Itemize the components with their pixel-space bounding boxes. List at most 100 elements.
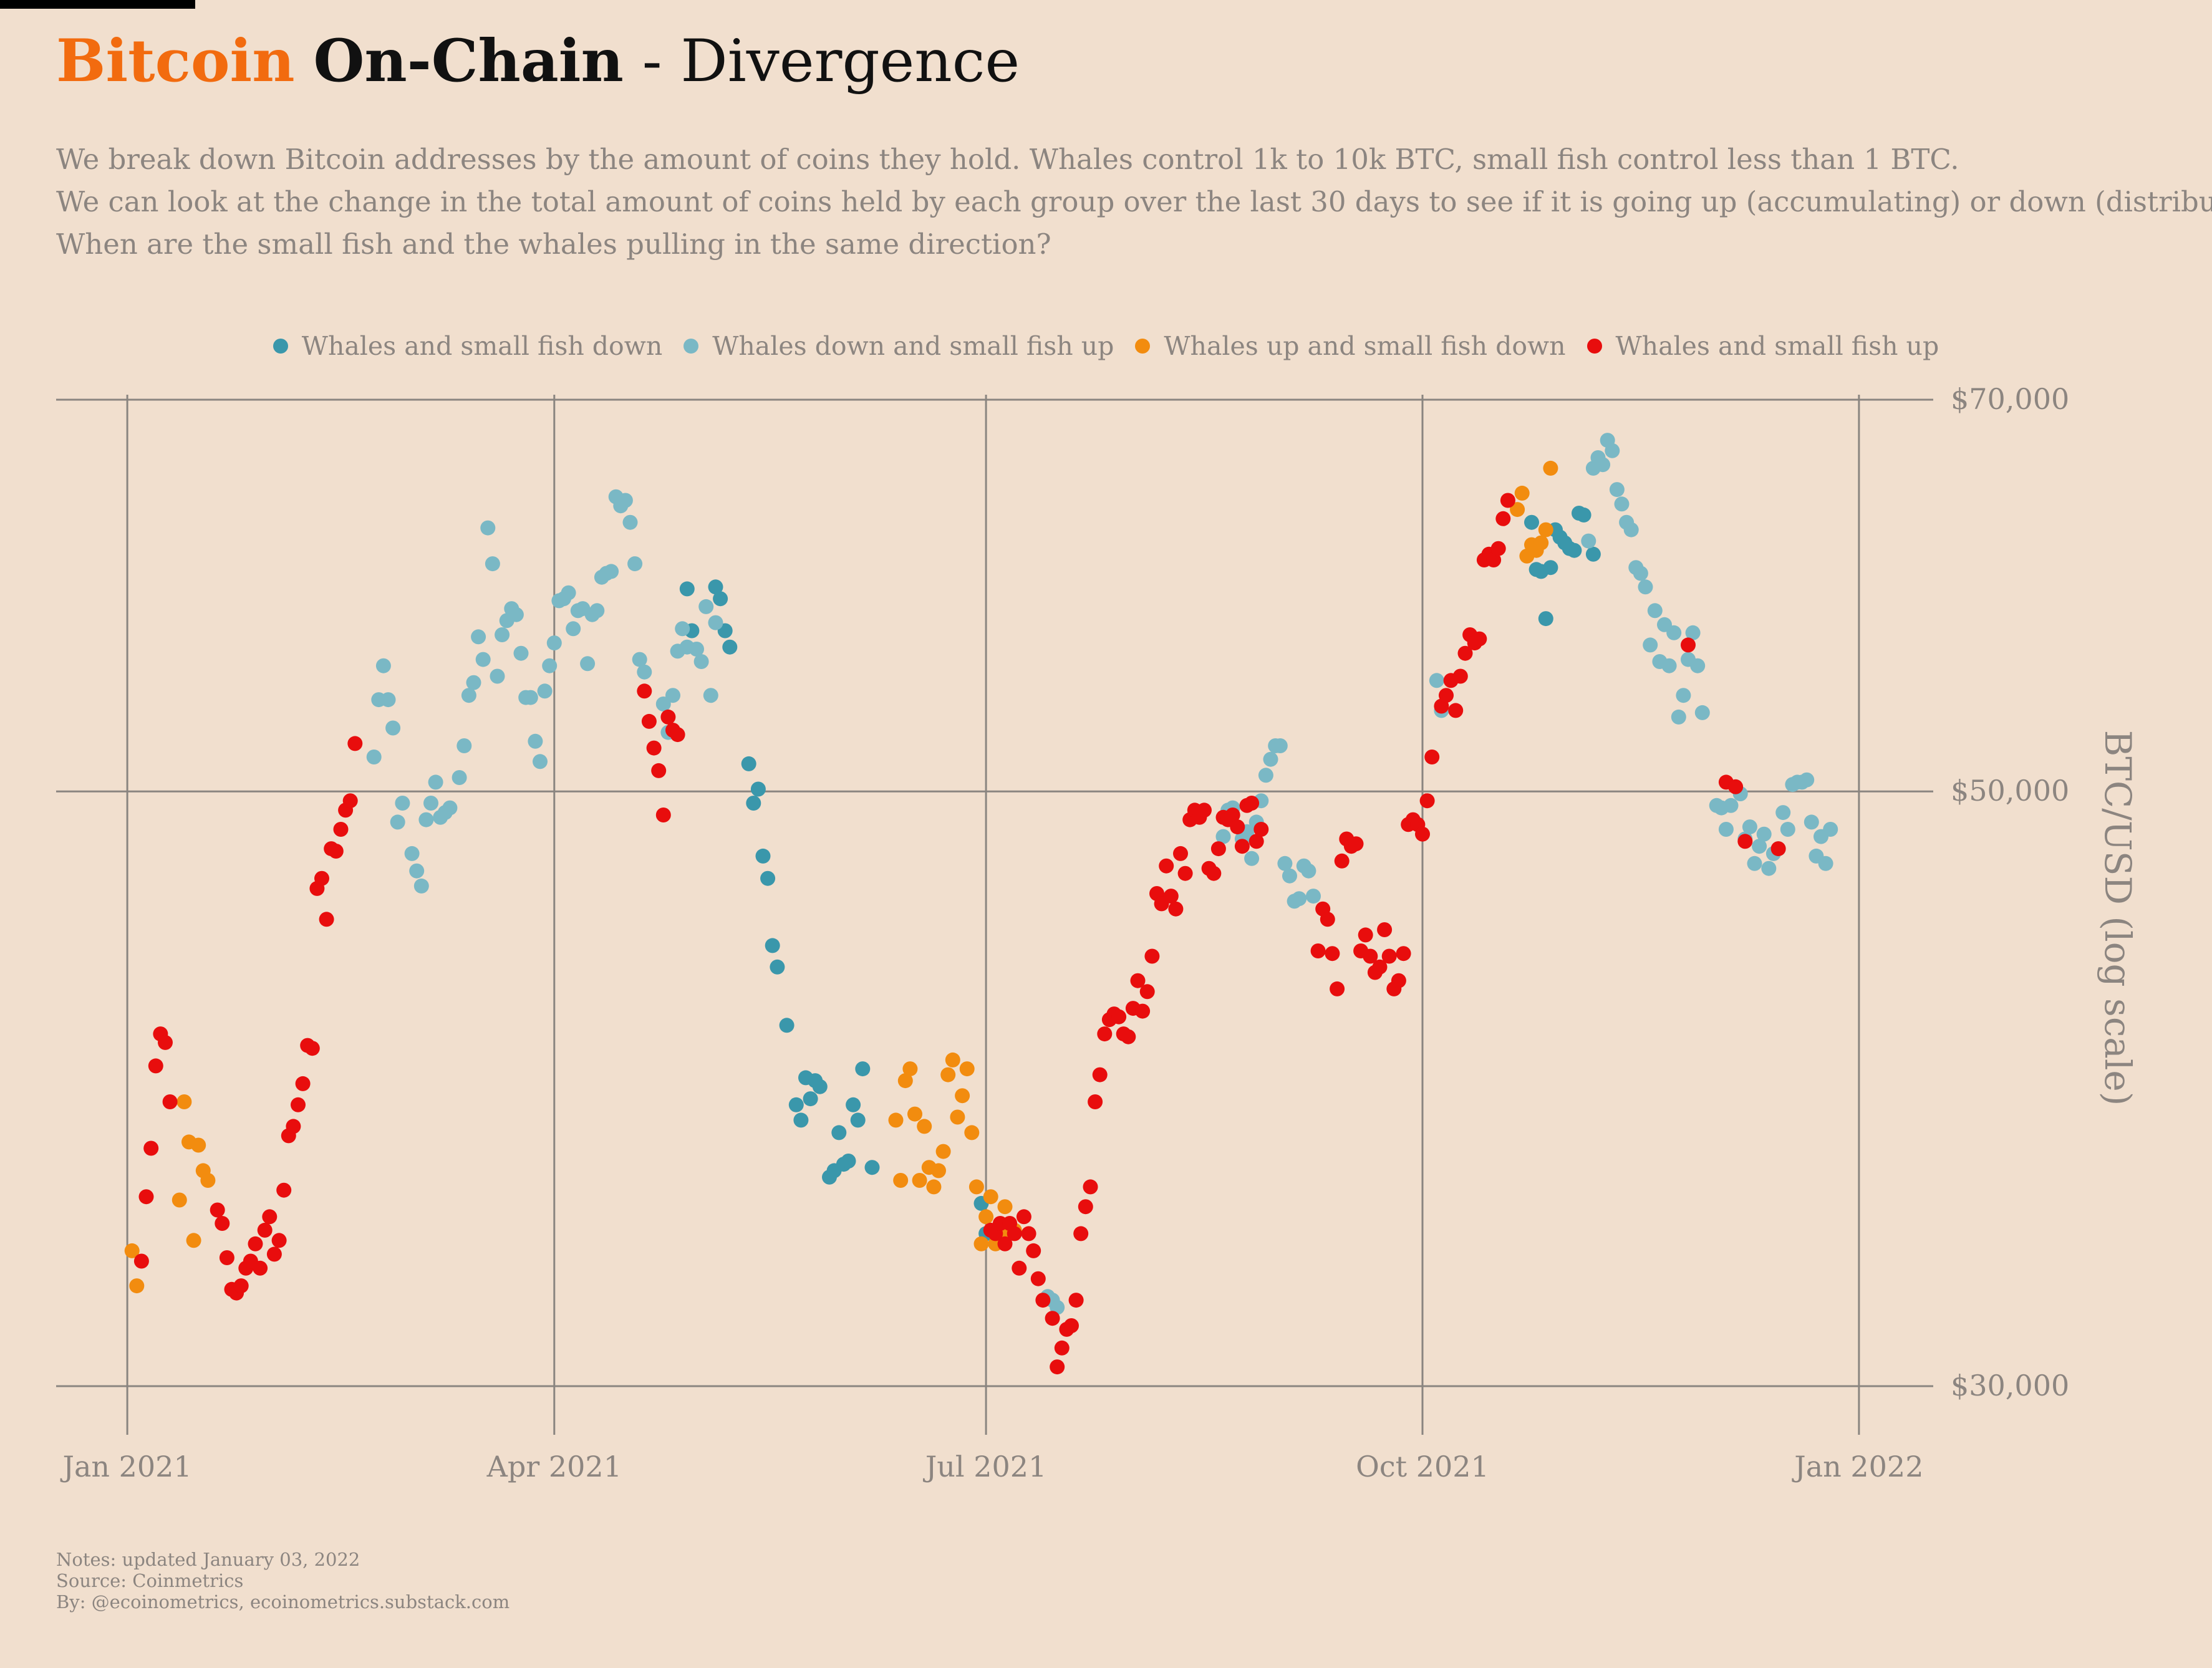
data-point <box>750 781 766 797</box>
data-point <box>1078 1199 1093 1215</box>
title-bitcoin: Bitcoin <box>56 27 295 95</box>
data-point <box>1524 514 1539 530</box>
data-point <box>176 1094 192 1109</box>
data-point <box>1021 1226 1036 1241</box>
data-point <box>1737 834 1753 849</box>
data-point <box>793 1112 809 1128</box>
x-tick-label: Jan 2022 <box>1792 1450 1923 1483</box>
data-point <box>1177 865 1193 881</box>
data-point <box>271 1233 287 1248</box>
data-point <box>788 1097 804 1112</box>
data-point <box>1225 807 1240 822</box>
x-tick-label: Jan 2021 <box>60 1450 192 1483</box>
data-point <box>1050 1359 1065 1375</box>
data-point <box>1567 542 1582 558</box>
legend-label: Whales down and small fish up <box>712 331 1114 361</box>
data-point <box>138 1189 154 1205</box>
data-point <box>1083 1179 1098 1195</box>
data-point <box>902 1061 918 1077</box>
data-point <box>1728 779 1744 794</box>
data-point <box>1272 738 1288 753</box>
series-3 <box>133 493 1786 1375</box>
data-point <box>831 1125 847 1140</box>
data-point <box>262 1209 278 1225</box>
data-point <box>1638 579 1653 595</box>
data-point <box>508 607 524 622</box>
legend-item-up-up: Whales and small fish up <box>1587 331 1939 361</box>
data-point <box>1253 822 1269 837</box>
data-point <box>1092 1067 1108 1082</box>
data-point <box>1723 798 1739 813</box>
data-point <box>1310 943 1326 958</box>
data-point <box>1306 889 1321 904</box>
data-point <box>276 1182 292 1198</box>
data-point <box>1334 853 1350 869</box>
data-point <box>850 1112 866 1128</box>
data-point <box>1026 1243 1041 1258</box>
data-point <box>1210 841 1226 857</box>
data-point <box>286 1119 301 1134</box>
data-point <box>1292 891 1307 907</box>
data-point <box>917 1119 932 1134</box>
data-point <box>1415 826 1430 842</box>
data-point <box>528 733 543 749</box>
data-point <box>533 754 548 769</box>
data-point <box>741 756 756 771</box>
data-point <box>770 959 785 975</box>
data-point <box>841 1154 856 1169</box>
subtitle-line-2: We can look at the change in the total a… <box>56 185 2212 218</box>
data-point <box>1230 819 1245 835</box>
data-point <box>1088 1094 1103 1109</box>
data-point <box>1585 546 1601 562</box>
legend-dot-icon <box>1135 339 1151 354</box>
data-point <box>1197 803 1212 818</box>
data-point <box>950 1109 965 1125</box>
data-point <box>1752 839 1767 854</box>
data-point <box>385 720 401 736</box>
data-point <box>1012 1260 1027 1276</box>
data-point <box>955 1088 970 1104</box>
data-point <box>1775 805 1791 821</box>
legend-dot-icon <box>1587 339 1602 354</box>
data-point <box>475 652 491 667</box>
data-point <box>1168 901 1184 917</box>
data-point <box>641 713 657 729</box>
data-point <box>546 635 562 651</box>
data-point <box>940 1067 956 1082</box>
data-point <box>1363 948 1378 964</box>
data-point <box>893 1173 909 1188</box>
data-point <box>708 579 723 595</box>
data-point <box>490 668 505 684</box>
data-point <box>1581 533 1596 549</box>
data-point <box>191 1137 206 1153</box>
data-point <box>1391 973 1406 988</box>
data-point <box>746 796 761 811</box>
data-point <box>1818 856 1833 871</box>
data-point <box>655 697 671 711</box>
data-point <box>210 1202 225 1218</box>
data-point <box>1244 851 1260 866</box>
data-point <box>471 629 486 645</box>
data-point <box>589 603 605 619</box>
data-point <box>1490 541 1506 556</box>
data-point <box>1543 560 1558 576</box>
data-point <box>968 1179 984 1195</box>
data-point <box>219 1250 234 1265</box>
data-point <box>622 514 638 530</box>
subtitle-line-3: When are the small fish and the whales p… <box>56 228 1051 261</box>
data-point <box>1742 819 1757 835</box>
data-point <box>1381 948 1397 964</box>
data-point <box>1111 1009 1127 1024</box>
data-point <box>1495 511 1511 526</box>
data-point <box>1424 750 1440 764</box>
data-point <box>1244 796 1260 811</box>
data-point <box>627 556 643 572</box>
data-point <box>703 688 718 703</box>
data-point <box>495 627 510 642</box>
data-point <box>215 1216 230 1231</box>
data-point <box>1135 1003 1151 1019</box>
legend-dot-icon <box>273 339 288 354</box>
data-point <box>413 878 429 894</box>
data-point <box>253 1260 268 1276</box>
data-point <box>708 615 723 630</box>
